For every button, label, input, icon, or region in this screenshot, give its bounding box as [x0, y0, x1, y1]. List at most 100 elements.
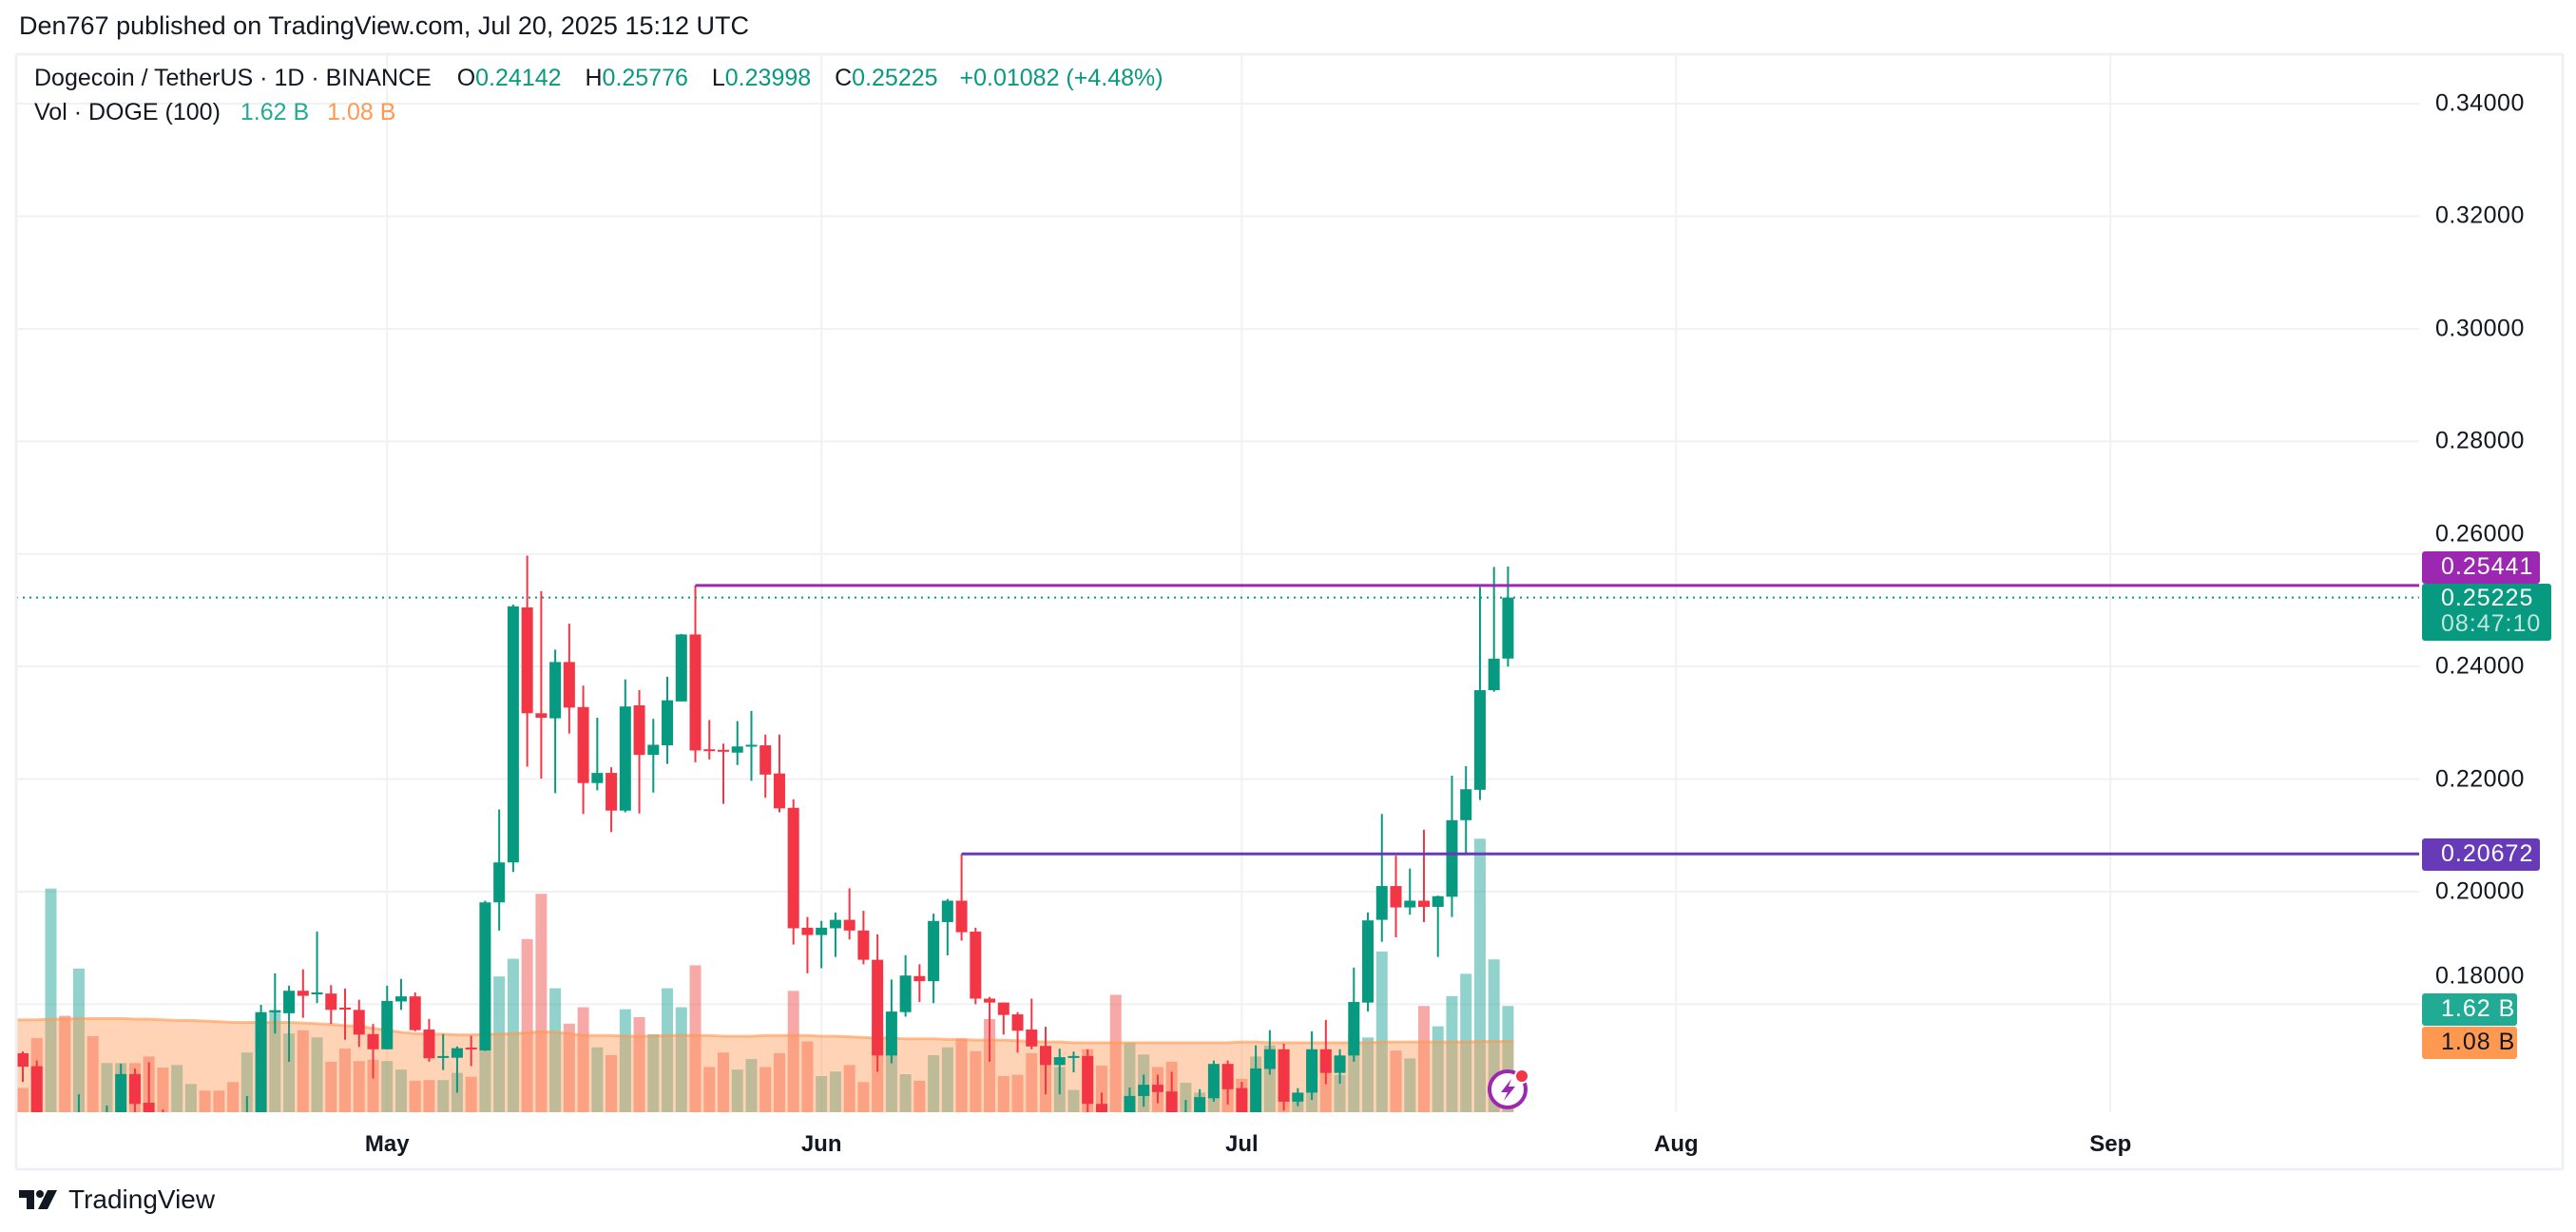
- volume-bar: [367, 1059, 379, 1112]
- candle-body: [1053, 1057, 1066, 1066]
- candle: [689, 585, 702, 762]
- candle: [549, 649, 562, 794]
- candle: [394, 978, 407, 1011]
- candle: [493, 809, 506, 931]
- candle-body: [1263, 1049, 1276, 1069]
- candle: [563, 624, 575, 734]
- volume-bar: [72, 968, 85, 1112]
- volume-bar: [381, 1061, 394, 1112]
- candle-body: [1375, 886, 1388, 920]
- candle-body: [1221, 1064, 1234, 1089]
- candle: [255, 1005, 267, 1112]
- candle: [87, 1114, 99, 1162]
- candle-body: [255, 1011, 267, 1112]
- candle: [1236, 1082, 1248, 1112]
- candle: [269, 972, 281, 1034]
- candle-body: [157, 1117, 168, 1134]
- candle: [1263, 1030, 1276, 1075]
- symbol-title[interactable]: Dogecoin / TetherUS · 1D · BINANCE: [34, 65, 432, 91]
- volume-bar: [731, 1069, 743, 1112]
- candle: [997, 1002, 1009, 1035]
- candle: [787, 799, 799, 945]
- tradingview-logo[interactable]: TradingView: [19, 1184, 215, 1215]
- candle-body: [662, 700, 674, 746]
- volume-bar: [857, 1082, 870, 1112]
- candle-body: [675, 634, 687, 702]
- candle: [423, 1018, 435, 1062]
- candle: [1278, 1043, 1290, 1111]
- volume-bar: [1446, 995, 1458, 1112]
- volume-bar: [1011, 1074, 1024, 1112]
- volume-bar: [240, 1052, 253, 1112]
- candle-body: [1319, 1049, 1332, 1073]
- price-tick-label: 0.34000: [2435, 89, 2525, 117]
- volume-bar: [157, 1068, 169, 1112]
- candle: [1446, 776, 1458, 917]
- volume-bar: [1180, 1082, 1192, 1112]
- low-value: 0.23998: [724, 65, 812, 91]
- candle: [479, 900, 491, 1051]
- candle-body: [549, 662, 562, 719]
- candle: [675, 633, 687, 702]
- brand-name: TradingView: [68, 1184, 216, 1214]
- volume-bar: [885, 1053, 897, 1112]
- candle: [1194, 1088, 1206, 1112]
- volume-bar: [675, 1007, 687, 1112]
- candle: [1432, 895, 1444, 957]
- candle: [801, 916, 814, 973]
- volume-bar: [17, 1088, 29, 1112]
- candle-body: [1390, 886, 1402, 908]
- volume-bar: [423, 1080, 435, 1112]
- candle-body: [30, 1066, 43, 1112]
- volume-bar: [199, 1090, 211, 1112]
- candle-body: [227, 1131, 239, 1140]
- change-value: +0.01082 (+4.48%): [959, 65, 1163, 91]
- candle-body: [465, 1048, 477, 1050]
- candle-body: [577, 706, 589, 783]
- candle: [816, 920, 828, 969]
- candle: [200, 1117, 211, 1134]
- volume-bar: [1124, 1042, 1136, 1112]
- candle-body: [507, 606, 519, 863]
- candle: [1362, 912, 1375, 1012]
- candle-body: [437, 1055, 450, 1058]
- last-price: 0.25225: [2441, 585, 2534, 611]
- volume-bar: [1109, 994, 1122, 1112]
- publish-info: Den767 published on TradingView.com, Jul…: [19, 11, 749, 40]
- candle-body: [1236, 1088, 1248, 1112]
- candle-body: [1473, 690, 1486, 790]
- candle: [984, 996, 996, 1062]
- volume-bar: [1404, 1058, 1416, 1112]
- volume-bar: [718, 1052, 729, 1112]
- volume-title[interactable]: Vol · DOGE (100): [34, 99, 221, 125]
- open-label: O: [456, 65, 476, 91]
- candle: [857, 911, 870, 965]
- price-tick-label: 0.24000: [2435, 652, 2525, 680]
- candle-body: [1165, 1091, 1178, 1112]
- horizontal-lines[interactable]: [16, 584, 2419, 856]
- lightning-alert-icon[interactable]: [1488, 1068, 1529, 1109]
- candle: [128, 1068, 141, 1112]
- candle-body: [1460, 789, 1472, 820]
- candle: [1221, 1060, 1234, 1105]
- candle: [451, 1046, 463, 1093]
- candle-body: [633, 705, 645, 756]
- candle-body: [87, 1117, 99, 1151]
- candle: [913, 964, 926, 1003]
- candle: [1319, 1019, 1332, 1085]
- candle: [507, 605, 519, 873]
- candle: [1334, 1049, 1346, 1084]
- candle: [662, 676, 674, 764]
- volume-bar: [997, 1076, 1009, 1112]
- candle: [311, 932, 323, 1004]
- candle: [1488, 567, 1500, 692]
- candle-body: [17, 1052, 29, 1068]
- volume-bar: [269, 1010, 281, 1112]
- price-tick-label: 0.18000: [2435, 962, 2525, 990]
- candle: [759, 734, 772, 799]
- candle: [843, 888, 855, 940]
- candle-body: [773, 773, 785, 809]
- candle: [1292, 1088, 1304, 1107]
- time-tick-label: Jul: [1225, 1131, 1259, 1157]
